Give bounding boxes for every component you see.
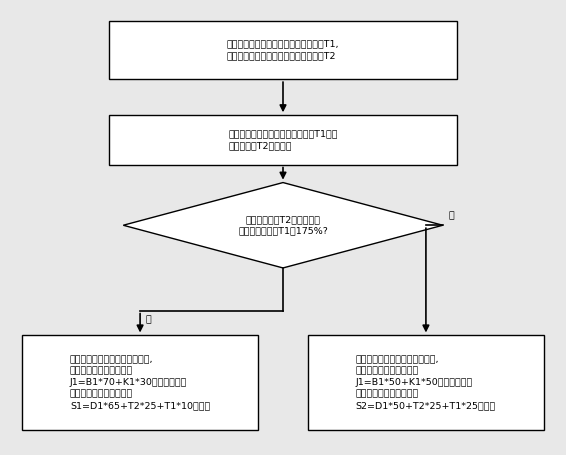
Text: 否: 否 bbox=[448, 212, 454, 221]
FancyBboxPatch shape bbox=[109, 115, 457, 165]
Text: 驱动电路驱动所述驱动电机转动,
将电子膨胀阀的开度按照
J1=B1*50+K1*50的公式进行调
节，使得室内环境调整至
S2=D1*50+T2*25+T1*2: 驱动电路驱动所述驱动电机转动, 将电子膨胀阀的开度按照 J1=B1*50+K1*… bbox=[356, 355, 496, 410]
FancyBboxPatch shape bbox=[109, 21, 457, 79]
Text: 是: 是 bbox=[145, 315, 152, 324]
Text: 判定模块将检测到的室内环境温度T1和室
外环境温度T2进行比较: 判定模块将检测到的室内环境温度T1和室 外环境温度T2进行比较 bbox=[228, 130, 338, 150]
FancyBboxPatch shape bbox=[308, 335, 543, 430]
FancyBboxPatch shape bbox=[23, 335, 258, 430]
Polygon shape bbox=[123, 182, 443, 268]
Text: 驱动电路驱动所述驱动电机转动,
将电子膨胀阀的开度按照
J1=B1*70+K1*30的公式进行调
节，使得室内环境调整至
S1=D1*65+T2*25+T1*1: 驱动电路驱动所述驱动电机转动, 将电子膨胀阀的开度按照 J1=B1*70+K1*… bbox=[70, 355, 210, 410]
Text: 室外环境温度T2高于或等于
室内环境温度的T1的175%?: 室外环境温度T2高于或等于 室内环境温度的T1的175%? bbox=[238, 215, 328, 236]
Text: 第一温度传感器实时检测室内环境温度T1,
第二温度传感器实时检测室外环境温度T2: 第一温度传感器实时检测室内环境温度T1, 第二温度传感器实时检测室外环境温度T2 bbox=[227, 40, 339, 60]
